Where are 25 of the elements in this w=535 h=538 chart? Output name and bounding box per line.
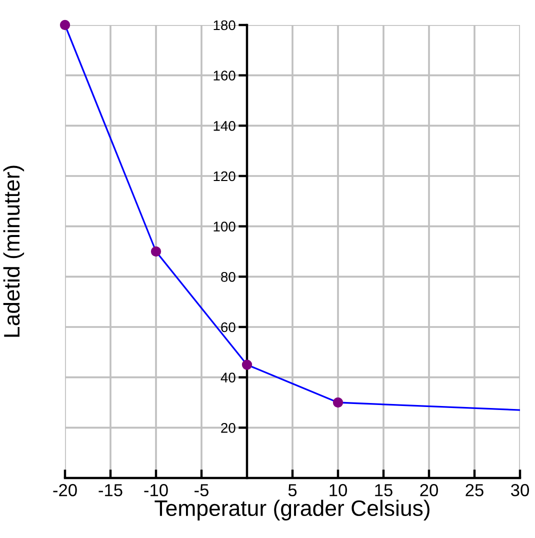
y-tick-label: 160 — [214, 70, 236, 81]
x-tick-label: -20 — [53, 484, 77, 496]
x-axis-title: Temperatur (grader Celsius) — [154, 500, 430, 520]
y-axis-title: Ladetid (minutter) — [3, 166, 24, 337]
point — [242, 360, 252, 370]
y-tick-label: 80 — [221, 272, 236, 282]
x-tick-label: 20 — [420, 484, 438, 496]
y-tick-label: 120 — [214, 171, 236, 182]
y-tick-label: 180 — [214, 20, 236, 30]
y-tick-label: 40 — [220, 372, 236, 383]
x-tick-label: 30 — [511, 484, 529, 496]
y-tick-label: 100 — [214, 222, 236, 232]
y-tick-label: 60 — [221, 322, 236, 332]
x-tick-label: -15 — [98, 484, 122, 496]
y-tick-label: 140 — [214, 121, 236, 131]
x-tick-label: -5 — [194, 484, 208, 496]
x-tick-label: 5 — [288, 484, 297, 496]
y-tick-label: 20 — [221, 423, 236, 433]
point — [150, 246, 162, 257]
x-tick-label: 15 — [375, 484, 392, 496]
x-tick-label: 25 — [466, 484, 484, 496]
x-tick-label: -10 — [144, 484, 168, 496]
point — [60, 20, 70, 30]
x-tick-label: 10 — [330, 484, 347, 496]
point — [332, 397, 344, 408]
